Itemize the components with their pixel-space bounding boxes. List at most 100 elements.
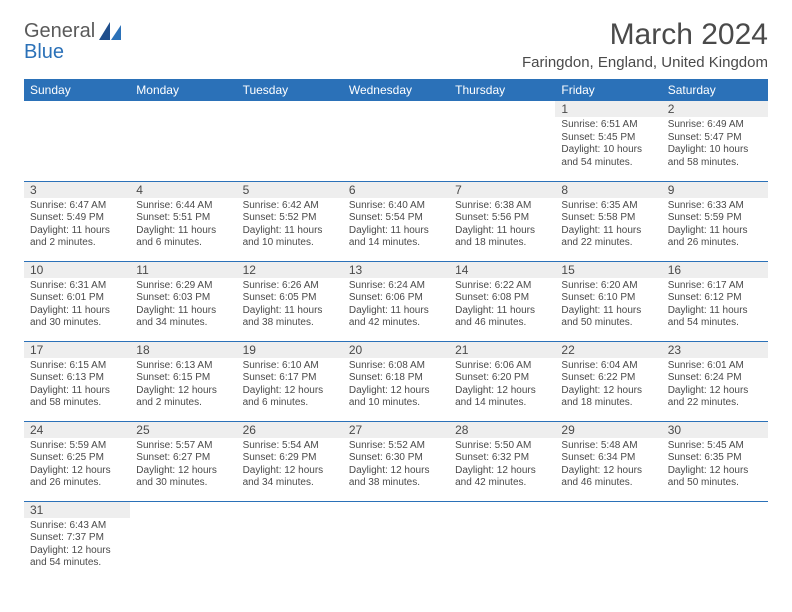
day-detail-line: Sunrise: 6:15 AM bbox=[30, 360, 124, 373]
day-detail-line: Sunset: 6:29 PM bbox=[243, 452, 337, 465]
calendar-day: 9Sunrise: 6:33 AMSunset: 5:59 PMDaylight… bbox=[662, 181, 768, 261]
calendar-day: 13Sunrise: 6:24 AMSunset: 6:06 PMDayligh… bbox=[343, 261, 449, 341]
calendar-day: 25Sunrise: 5:57 AMSunset: 6:27 PMDayligh… bbox=[130, 421, 236, 501]
day-number: 10 bbox=[24, 262, 130, 278]
calendar-day: 6Sunrise: 6:40 AMSunset: 5:54 PMDaylight… bbox=[343, 181, 449, 261]
calendar-day: 28Sunrise: 5:50 AMSunset: 6:32 PMDayligh… bbox=[449, 421, 555, 501]
day-number: 31 bbox=[24, 502, 130, 518]
calendar-day: 20Sunrise: 6:08 AMSunset: 6:18 PMDayligh… bbox=[343, 341, 449, 421]
day-detail-line: Daylight: 11 hours bbox=[561, 225, 655, 238]
day-number: 18 bbox=[130, 342, 236, 358]
day-details: Sunrise: 6:04 AMSunset: 6:22 PMDaylight:… bbox=[555, 358, 661, 414]
day-details: Sunrise: 6:08 AMSunset: 6:18 PMDaylight:… bbox=[343, 358, 449, 414]
day-number: 27 bbox=[343, 422, 449, 438]
day-number: 21 bbox=[449, 342, 555, 358]
day-detail-line: Sunrise: 5:52 AM bbox=[349, 440, 443, 453]
day-detail-line: Sunset: 7:37 PM bbox=[30, 532, 124, 545]
day-detail-line: Sunset: 6:18 PM bbox=[349, 372, 443, 385]
day-detail-line: Sunrise: 5:50 AM bbox=[455, 440, 549, 453]
day-details: Sunrise: 6:51 AMSunset: 5:45 PMDaylight:… bbox=[555, 117, 661, 173]
day-details: Sunrise: 5:50 AMSunset: 6:32 PMDaylight:… bbox=[449, 438, 555, 494]
day-detail-line: Daylight: 11 hours bbox=[30, 305, 124, 318]
calendar-empty bbox=[130, 101, 236, 181]
day-detail-line: Sunset: 5:56 PM bbox=[455, 212, 549, 225]
calendar-day: 17Sunrise: 6:15 AMSunset: 6:13 PMDayligh… bbox=[24, 341, 130, 421]
day-detail-line: Sunrise: 6:24 AM bbox=[349, 280, 443, 293]
day-detail-line: Sunset: 6:25 PM bbox=[30, 452, 124, 465]
day-detail-line: Sunset: 6:05 PM bbox=[243, 292, 337, 305]
calendar-day: 2Sunrise: 6:49 AMSunset: 5:47 PMDaylight… bbox=[662, 101, 768, 181]
day-detail-line: Daylight: 12 hours bbox=[243, 465, 337, 478]
day-detail-line: and 54 minutes. bbox=[30, 557, 124, 570]
day-detail-line: Sunset: 6:01 PM bbox=[30, 292, 124, 305]
calendar-day: 26Sunrise: 5:54 AMSunset: 6:29 PMDayligh… bbox=[237, 421, 343, 501]
day-number: 6 bbox=[343, 182, 449, 198]
day-detail-line: and 34 minutes. bbox=[136, 317, 230, 330]
day-detail-line: Daylight: 12 hours bbox=[668, 465, 762, 478]
day-detail-line: Sunset: 6:06 PM bbox=[349, 292, 443, 305]
calendar-day: 15Sunrise: 6:20 AMSunset: 6:10 PMDayligh… bbox=[555, 261, 661, 341]
day-number: 17 bbox=[24, 342, 130, 358]
day-detail-line: and 46 minutes. bbox=[561, 477, 655, 490]
calendar-week: 17Sunrise: 6:15 AMSunset: 6:13 PMDayligh… bbox=[24, 341, 768, 421]
day-details: Sunrise: 6:40 AMSunset: 5:54 PMDaylight:… bbox=[343, 198, 449, 254]
day-number: 23 bbox=[662, 342, 768, 358]
day-number: 28 bbox=[449, 422, 555, 438]
day-number: 29 bbox=[555, 422, 661, 438]
day-detail-line: Sunset: 5:47 PM bbox=[668, 132, 762, 145]
calendar-day: 12Sunrise: 6:26 AMSunset: 6:05 PMDayligh… bbox=[237, 261, 343, 341]
calendar-empty bbox=[24, 101, 130, 181]
day-number: 2 bbox=[662, 101, 768, 117]
calendar-day: 4Sunrise: 6:44 AMSunset: 5:51 PMDaylight… bbox=[130, 181, 236, 261]
day-detail-line: Sunrise: 6:33 AM bbox=[668, 200, 762, 213]
day-detail-line: Sunrise: 6:08 AM bbox=[349, 360, 443, 373]
day-details: Sunrise: 6:15 AMSunset: 6:13 PMDaylight:… bbox=[24, 358, 130, 414]
day-detail-line: Daylight: 12 hours bbox=[136, 385, 230, 398]
calendar-day: 19Sunrise: 6:10 AMSunset: 6:17 PMDayligh… bbox=[237, 341, 343, 421]
day-detail-line: Sunrise: 6:20 AM bbox=[561, 280, 655, 293]
day-details: Sunrise: 6:42 AMSunset: 5:52 PMDaylight:… bbox=[237, 198, 343, 254]
day-detail-line: Daylight: 12 hours bbox=[349, 385, 443, 398]
logo-sail-icon bbox=[99, 22, 121, 43]
calendar-empty bbox=[662, 501, 768, 581]
day-detail-line: Daylight: 12 hours bbox=[30, 545, 124, 558]
day-detail-line: Sunset: 6:32 PM bbox=[455, 452, 549, 465]
day-detail-line: Daylight: 12 hours bbox=[561, 465, 655, 478]
day-detail-line: Daylight: 11 hours bbox=[136, 305, 230, 318]
location-text: Faringdon, England, United Kingdom bbox=[522, 54, 768, 71]
day-detail-line: Sunrise: 6:35 AM bbox=[561, 200, 655, 213]
day-detail-line: Sunrise: 6:43 AM bbox=[30, 520, 124, 533]
day-detail-line: and 46 minutes. bbox=[455, 317, 549, 330]
day-detail-line: and 50 minutes. bbox=[561, 317, 655, 330]
day-detail-line: Daylight: 11 hours bbox=[136, 225, 230, 238]
day-details: Sunrise: 6:33 AMSunset: 5:59 PMDaylight:… bbox=[662, 198, 768, 254]
day-detail-line: Sunrise: 6:31 AM bbox=[30, 280, 124, 293]
day-details: Sunrise: 5:59 AMSunset: 6:25 PMDaylight:… bbox=[24, 438, 130, 494]
calendar-head: SundayMondayTuesdayWednesdayThursdayFrid… bbox=[24, 79, 768, 101]
day-detail-line: Daylight: 12 hours bbox=[30, 465, 124, 478]
day-detail-line: Sunset: 5:52 PM bbox=[243, 212, 337, 225]
day-details: Sunrise: 6:35 AMSunset: 5:58 PMDaylight:… bbox=[555, 198, 661, 254]
day-details: Sunrise: 6:01 AMSunset: 6:24 PMDaylight:… bbox=[662, 358, 768, 414]
day-detail-line: Sunset: 6:15 PM bbox=[136, 372, 230, 385]
day-detail-line: and 6 minutes. bbox=[243, 397, 337, 410]
calendar-week: 24Sunrise: 5:59 AMSunset: 6:25 PMDayligh… bbox=[24, 421, 768, 501]
day-number: 15 bbox=[555, 262, 661, 278]
day-details: Sunrise: 6:20 AMSunset: 6:10 PMDaylight:… bbox=[555, 278, 661, 334]
day-detail-line: Sunset: 5:58 PM bbox=[561, 212, 655, 225]
weekday-header: Saturday bbox=[662, 79, 768, 101]
day-detail-line: Sunrise: 6:42 AM bbox=[243, 200, 337, 213]
weekday-header: Friday bbox=[555, 79, 661, 101]
day-detail-line: Sunset: 6:13 PM bbox=[30, 372, 124, 385]
day-details: Sunrise: 5:52 AMSunset: 6:30 PMDaylight:… bbox=[343, 438, 449, 494]
day-number: 12 bbox=[237, 262, 343, 278]
day-detail-line: and 26 minutes. bbox=[30, 477, 124, 490]
day-detail-line: and 26 minutes. bbox=[668, 237, 762, 250]
day-details: Sunrise: 6:47 AMSunset: 5:49 PMDaylight:… bbox=[24, 198, 130, 254]
calendar-day: 14Sunrise: 6:22 AMSunset: 6:08 PMDayligh… bbox=[449, 261, 555, 341]
day-number: 5 bbox=[237, 182, 343, 198]
calendar-day: 30Sunrise: 5:45 AMSunset: 6:35 PMDayligh… bbox=[662, 421, 768, 501]
day-number: 8 bbox=[555, 182, 661, 198]
day-detail-line: Sunrise: 6:01 AM bbox=[668, 360, 762, 373]
logo-word-2: Blue bbox=[24, 41, 64, 63]
